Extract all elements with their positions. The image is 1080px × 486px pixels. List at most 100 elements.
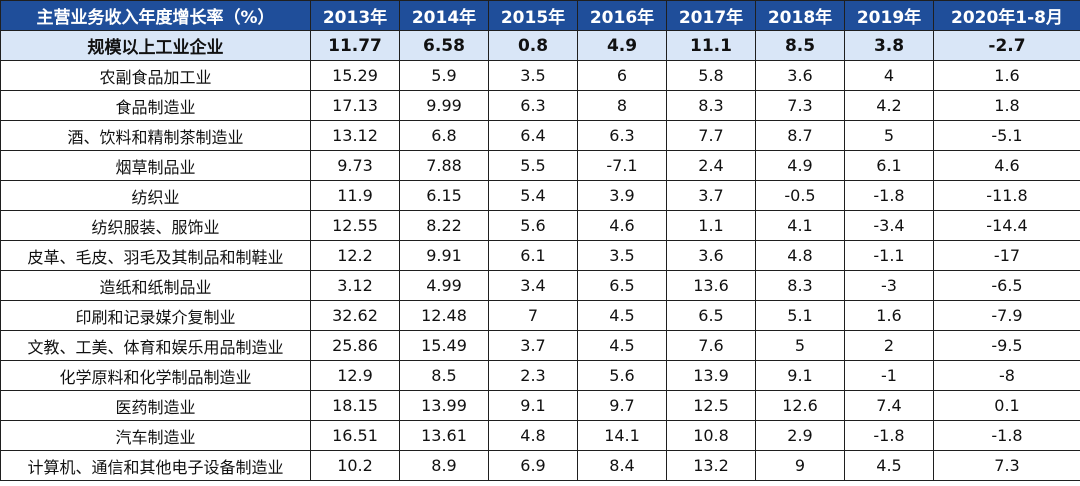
data-cell: 0.1 [933,390,1080,421]
row-label: 农副食品加工业 [0,60,311,91]
data-cell: 1.6 [844,300,934,331]
table-row-total: 规模以上工业企业 11.77 6.58 0.8 4.9 11.1 8.5 3.8 -2.7 [0,30,1080,61]
data-cell: 8.9 [399,450,489,481]
data-cell: 7.6 [666,330,756,361]
data-cell: 6.5 [666,300,756,331]
header-cell-period: 2014年 [399,0,489,31]
data-cell: -1.8 [933,420,1080,451]
data-cell: 15.49 [399,330,489,361]
table-row: 纺织业 11.9 6.15 5.4 3.9 3.7 -0.5 -1.8 -11.8 [0,180,1080,211]
data-cell: 6.8 [399,120,489,151]
data-cell: 12.48 [399,300,489,331]
data-cell: 4.5 [577,300,667,331]
table-row: 印刷和记录媒介复制业 32.62 12.48 7 4.5 6.5 5.1 1.6 -7.9 [0,300,1080,331]
data-cell: 4.9 [755,150,845,181]
table-row: 汽车制造业 16.51 13.61 4.8 14.1 10.8 2.9 -1.8 -1.8 [0,420,1080,451]
data-cell: 1.6 [933,60,1080,91]
data-cell: 8.3 [666,90,756,121]
data-cell: 5.9 [399,60,489,91]
table-row: 文教、工美、体育和娱乐用品制造业 25.86 15.49 3.7 4.5 7.6 5 2 -9.… [0,330,1080,361]
data-cell: 10.2 [310,450,400,481]
data-cell: 5.5 [488,150,578,181]
data-cell: 18.15 [310,390,400,421]
data-cell: -1.1 [844,240,934,271]
row-label: 文教、工美、体育和娱乐用品制造业 [0,330,311,361]
data-cell: 3.7 [488,330,578,361]
data-cell: 9.1 [755,360,845,391]
row-label: 汽车制造业 [0,420,311,451]
data-cell: 16.51 [310,420,400,451]
header-cell-period: 2018年 [755,0,845,31]
header-cell-period: 2015年 [488,0,578,31]
table-row: 农副食品加工业 15.29 5.9 3.5 6 5.8 3.6 4 1.6 [0,60,1080,91]
data-cell: 5.1 [755,300,845,331]
data-cell: -1 [844,360,934,391]
row-label: 纺织业 [0,180,311,211]
data-cell: 5.6 [577,360,667,391]
data-cell: -1.8 [844,420,934,451]
data-cell: 5.6 [488,210,578,241]
header-cell-metric: 主营业务收入年度增长率（%） [0,0,311,31]
header-cell-period: 2020年1-8月 [933,0,1080,31]
data-cell: 10.8 [666,420,756,451]
data-cell: 1.1 [666,210,756,241]
data-cell: 6.5 [577,270,667,301]
data-cell: 25.86 [310,330,400,361]
row-label: 化学原料和化学制品制造业 [0,360,311,391]
data-cell: 9.99 [399,90,489,121]
row-label: 酒、饮料和精制茶制造业 [0,120,311,151]
data-cell: 4.8 [755,240,845,271]
data-cell: 2.4 [666,150,756,181]
data-cell: -0.5 [755,180,845,211]
table-row: 酒、饮料和精制茶制造业 13.12 6.8 6.4 6.3 7.7 8.7 5 -5.1 [0,120,1080,151]
data-cell: 4.2 [844,90,934,121]
table-row: 化学原料和化学制品制造业 12.9 8.5 2.3 5.6 13.9 9.1 -1 -8 [0,360,1080,391]
data-cell: 7 [488,300,578,331]
data-cell: -5.1 [933,120,1080,151]
data-cell: 4.1 [755,210,845,241]
data-cell: 6.1 [844,150,934,181]
data-cell: 15.29 [310,60,400,91]
data-cell: 8.7 [755,120,845,151]
data-cell: 6.3 [488,90,578,121]
data-cell: -7.9 [933,300,1080,331]
data-cell: 13.99 [399,390,489,421]
data-cell: 4 [844,60,934,91]
data-cell: 11.1 [666,30,756,61]
data-cell: -14.4 [933,210,1080,241]
data-cell: 7.3 [933,450,1080,481]
data-cell: 3.7 [666,180,756,211]
data-cell: 3.5 [488,60,578,91]
data-cell: 8.4 [577,450,667,481]
data-cell: 6.9 [488,450,578,481]
data-cell: 9.1 [488,390,578,421]
data-cell: 2.3 [488,360,578,391]
data-cell: 12.6 [755,390,845,421]
data-cell: 12.9 [310,360,400,391]
data-cell: 9 [755,450,845,481]
data-cell: 3.8 [844,30,934,61]
data-cell: -8 [933,360,1080,391]
table-row: 计算机、通信和其他电子设备制造业 10.2 8.9 6.9 8.4 13.2 9 4.5 7.3 [0,450,1080,481]
row-label: 规模以上工业企业 [0,30,311,61]
data-cell: -3.4 [844,210,934,241]
data-cell: 11.77 [310,30,400,61]
data-cell: 5 [844,120,934,151]
data-cell: 13.12 [310,120,400,151]
data-cell: 9.91 [399,240,489,271]
data-cell: 4.5 [577,330,667,361]
table-row: 造纸和纸制品业 3.12 4.99 3.4 6.5 13.6 8.3 -3 -6.5 [0,270,1080,301]
data-cell: -17 [933,240,1080,271]
row-label: 印刷和记录媒介复制业 [0,300,311,331]
data-cell: -11.8 [933,180,1080,211]
data-cell: 6.1 [488,240,578,271]
table-row: 烟草制品业 9.73 7.88 5.5 -7.1 2.4 4.9 6.1 4.6 [0,150,1080,181]
data-cell: 7.88 [399,150,489,181]
header-cell-period: 2019年 [844,0,934,31]
row-label: 计算机、通信和其他电子设备制造业 [0,450,311,481]
data-cell: 3.4 [488,270,578,301]
data-cell: 4.6 [577,210,667,241]
data-cell: 4.99 [399,270,489,301]
data-cell: 6.15 [399,180,489,211]
